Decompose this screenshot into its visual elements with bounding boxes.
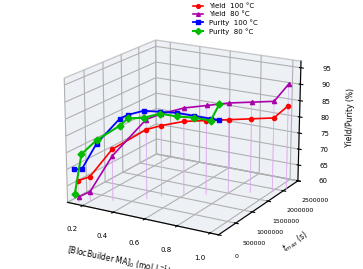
Legend: Yield  100 °C, Yield  80 °C, Purity  100 °C, Purity  80 °C: Yield 100 °C, Yield 80 °C, Purity 100 °C… bbox=[190, 0, 261, 37]
Y-axis label: $t_{max}$ (s): $t_{max}$ (s) bbox=[280, 229, 311, 255]
X-axis label: [BlocBuilder MA]$_0$ (mol.L$^{-1}$): [BlocBuilder MA]$_0$ (mol.L$^{-1}$) bbox=[66, 242, 172, 269]
